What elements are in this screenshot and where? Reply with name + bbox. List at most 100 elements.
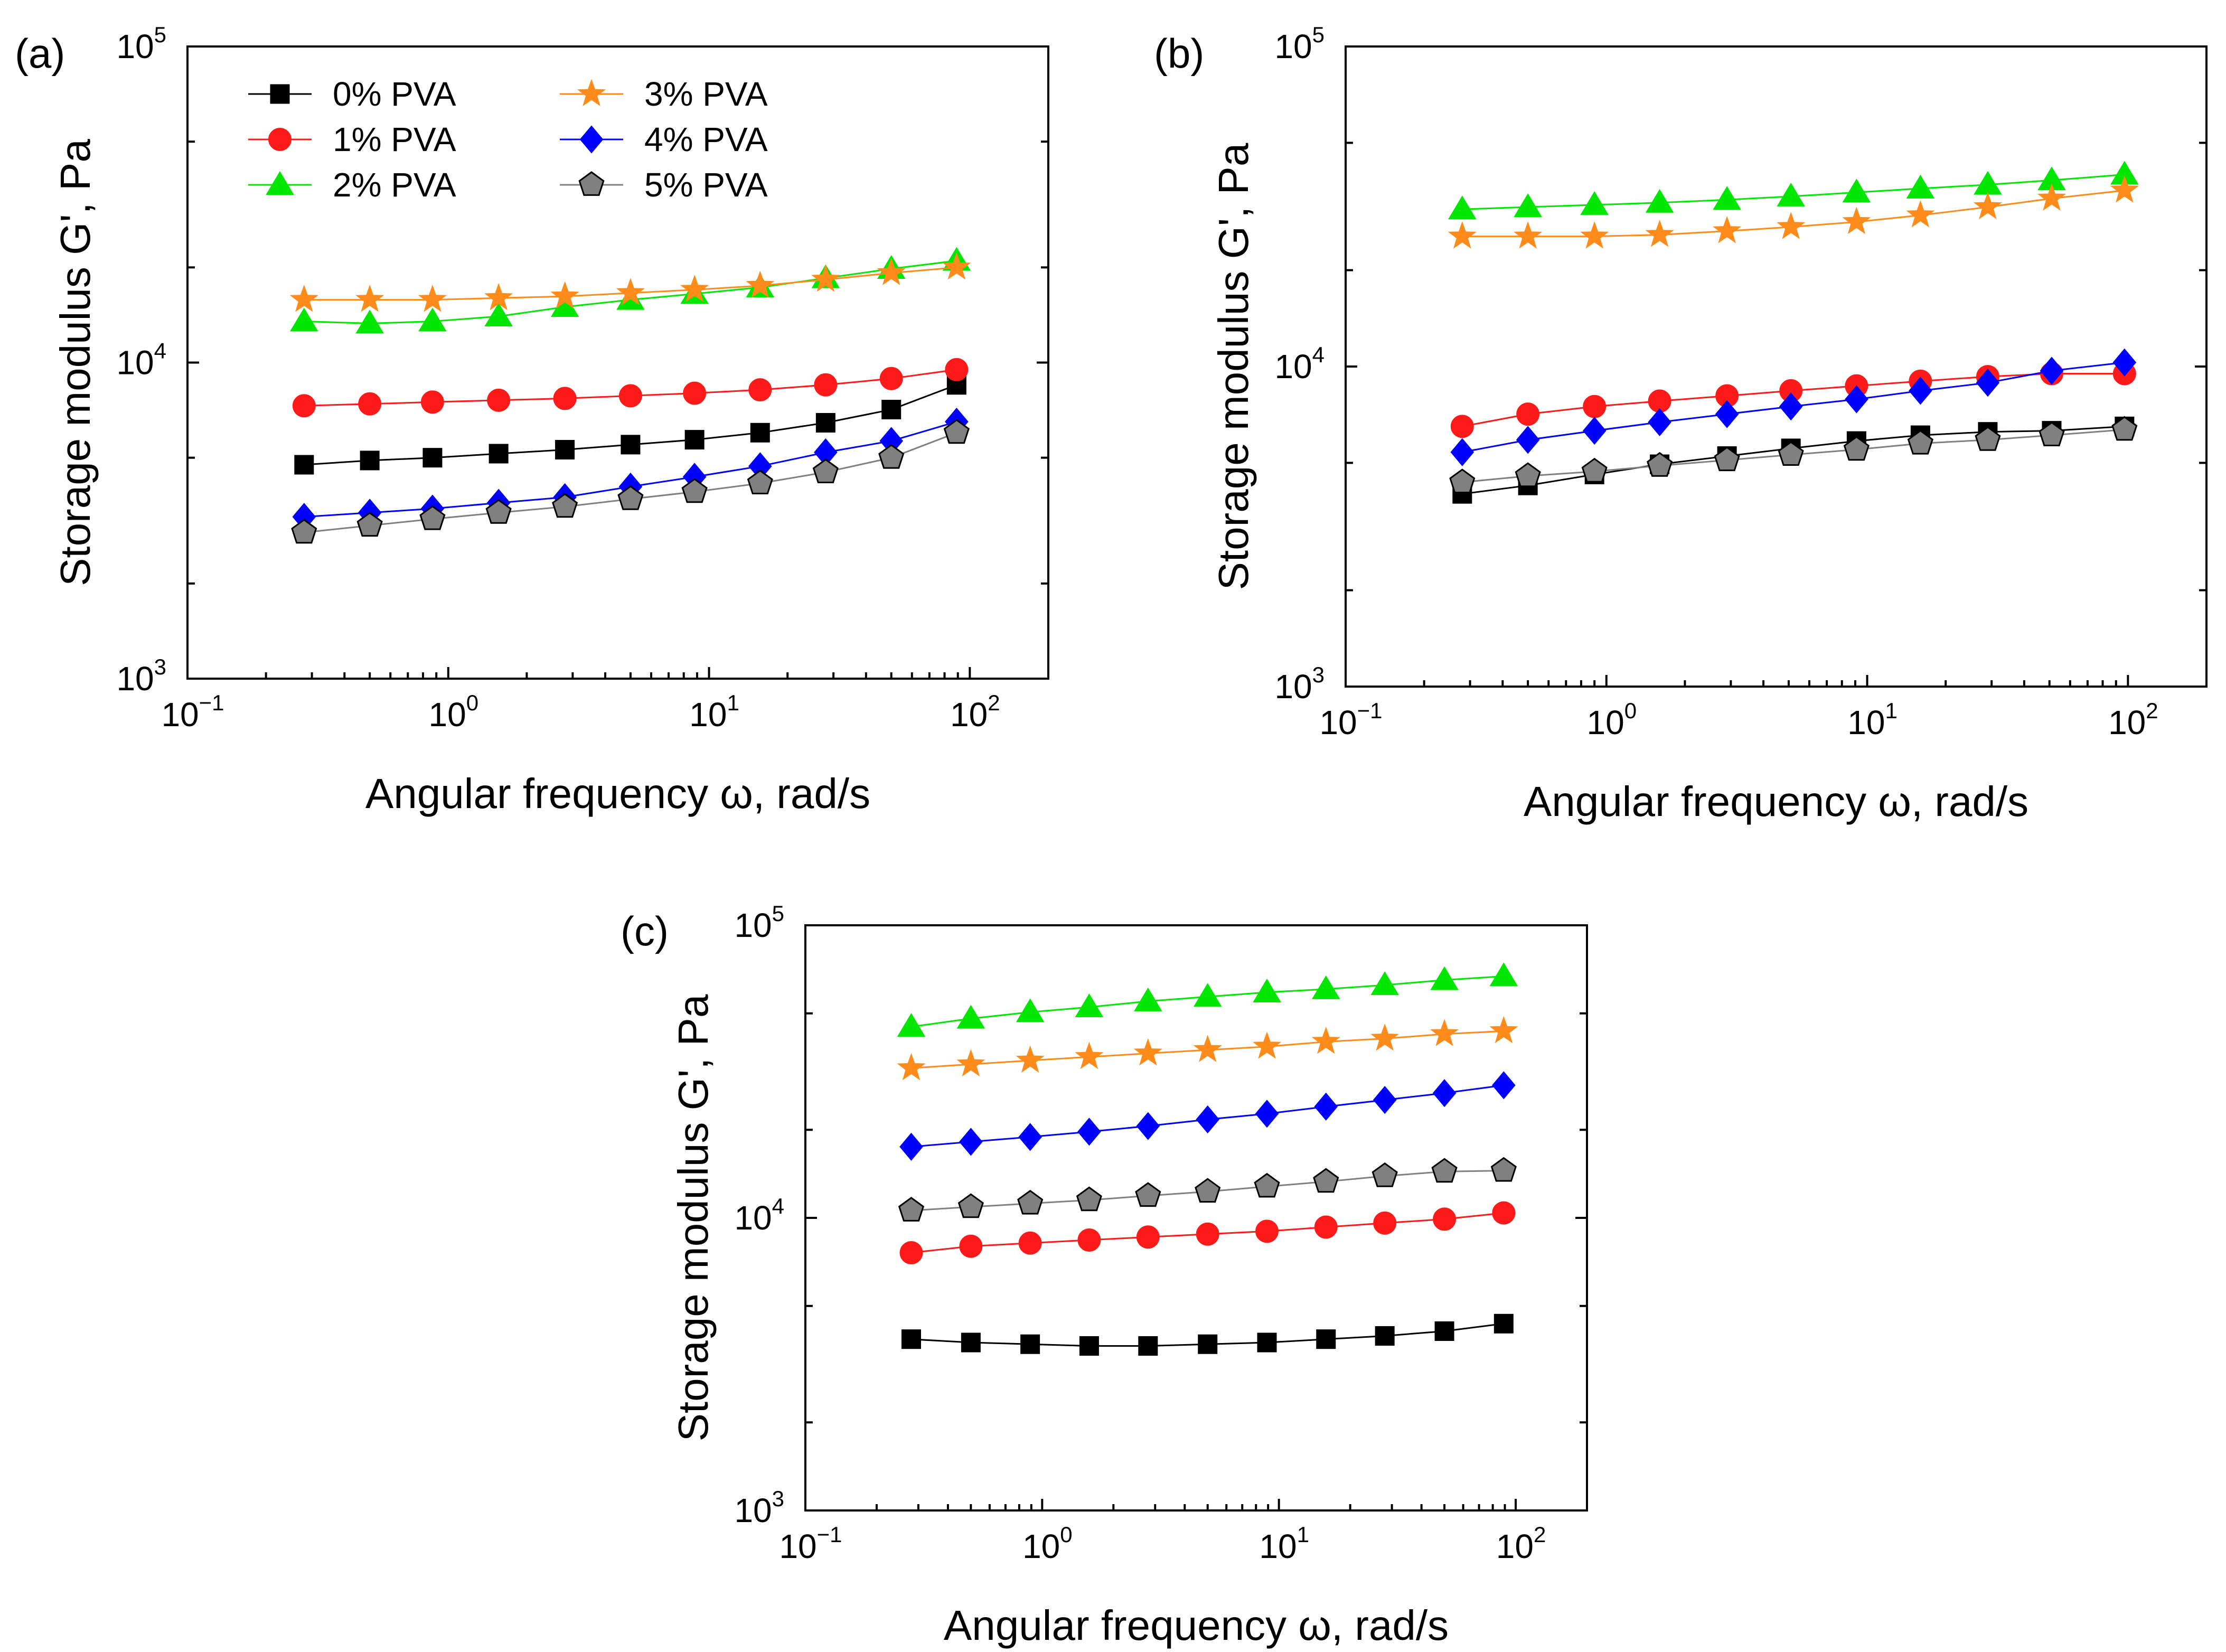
- panel-c-series-5-pva: [898, 1157, 1517, 1222]
- panel-a-point-2-pva: [484, 303, 513, 327]
- panel-b-point-4-pva: [2040, 356, 2064, 385]
- panel-a-point-1-pva: [945, 358, 969, 381]
- panel-a-point-5-pva: [878, 444, 905, 469]
- panel-a-legend-label-3-pva: 3% PVA: [644, 75, 768, 113]
- panel-c-point-0-pva: [1434, 1321, 1454, 1341]
- panel-c-point-0-pva: [1020, 1334, 1040, 1354]
- panel-c-point-5-pva: [1135, 1182, 1161, 1207]
- panel-c-point-4-pva: [1432, 1079, 1457, 1107]
- panel-b-point-3-pva: [1645, 220, 1674, 247]
- panel-c-point-4-pva: [1136, 1112, 1160, 1140]
- panel-c-series-2-pva: [897, 962, 1518, 1037]
- panel-a-point-3-pva: [811, 264, 840, 292]
- panel-b-plot-frame: [1345, 45, 2208, 688]
- panel-b-point-1-pva: [1516, 402, 1540, 426]
- panel-a-point-3-pva: [680, 275, 709, 302]
- panel-c-point-3-pva: [1370, 1024, 1400, 1051]
- panel-b-series-3-pva: [1448, 175, 2139, 249]
- panel-c-point-3-pva: [1252, 1031, 1282, 1059]
- panel-a-point-0-pva: [881, 400, 901, 420]
- panel-c-point-1-pva: [1314, 1215, 1338, 1239]
- panel-b-point-4-pva: [1845, 385, 1868, 414]
- panel-c-point-1-pva: [1077, 1228, 1101, 1252]
- panel-a-x-tick-label: 100: [429, 690, 479, 734]
- panel-a-point-0-pva: [489, 444, 509, 464]
- panel-a-point-5-pva: [812, 458, 839, 483]
- panel-b-x-tick-label: 10−1: [1319, 698, 1382, 741]
- panel-b-point-3-pva: [1448, 221, 1477, 249]
- panel-a-y-tick-label: 103: [116, 654, 166, 698]
- panel-b-y-tick-label: 104: [1274, 342, 1325, 386]
- panel-b: 10−1 100 101 102 103 104 105 Angular frequency …: [1154, 22, 2208, 825]
- panel-a-point-2-pva: [418, 307, 447, 332]
- panel-a-legend-label-0-pva: 0% PVA: [333, 75, 456, 113]
- panel-a-point-1-pva: [879, 367, 903, 390]
- panel-c-point-2-pva: [1253, 978, 1281, 1002]
- panel-c-point-0-pva: [1375, 1326, 1395, 1346]
- panel-a-point-5-pva: [485, 499, 512, 524]
- panel-c-point-3-pva: [1133, 1038, 1162, 1066]
- panel-a-point-3-pva: [877, 258, 906, 286]
- panel-b-point-4-pva: [1648, 408, 1671, 436]
- panel-a-point-1-pva: [814, 373, 838, 397]
- panel-a-legend-marker-3-pva: [577, 79, 606, 106]
- panel-c-point-5-pva: [1372, 1162, 1398, 1187]
- panel-c-point-3-pva: [897, 1053, 926, 1081]
- panel-a-point-5-pva: [943, 419, 970, 444]
- panel-b-point-5-pva: [1515, 462, 1541, 487]
- panel-c-point-2-pva: [1134, 987, 1162, 1011]
- panel-b-point-4-pva: [1909, 377, 1932, 405]
- panel-a-y-tick-label: 105: [116, 22, 166, 65]
- panel-a-point-5-pva: [617, 485, 644, 510]
- panel-c-point-1-pva: [1255, 1219, 1279, 1243]
- panel-c-point-1-pva: [1433, 1207, 1457, 1231]
- panel-b-point-2-pva: [1974, 171, 2002, 195]
- panel-c-y-tick-label: 103: [734, 1486, 784, 1529]
- panel-c-point-4-pva: [1077, 1118, 1101, 1146]
- panel-b-point-3-pva: [1712, 216, 1742, 243]
- panel-a-legend-marker-2-pva: [266, 171, 294, 195]
- panel-c-point-1-pva: [959, 1234, 983, 1258]
- panel-c-point-0-pva: [1494, 1313, 1514, 1334]
- panel-b-point-3-pva: [1514, 221, 1543, 249]
- panel-a-point-3-pva: [418, 285, 447, 312]
- panel-a-point-1-pva: [748, 378, 772, 402]
- panel-c-label: (c): [621, 908, 669, 954]
- panel-a-legend-label-2-pva: 2% PVA: [333, 166, 456, 204]
- panel-b-y-tick-label: 105: [1274, 22, 1325, 65]
- panel-b-point-5-pva: [1647, 452, 1673, 477]
- panel-b-x-tick-label: 102: [2108, 698, 2158, 741]
- panel-c-point-5-pva: [898, 1197, 925, 1222]
- panel-c-point-0-pva: [1138, 1336, 1158, 1356]
- panel-a-point-0-pva: [684, 430, 705, 450]
- panel-c-point-5-pva: [957, 1193, 984, 1218]
- panel-a-point-3-pva: [746, 270, 775, 298]
- panel-a: 10−1 100 101 102 103 104 105 Angular frequency …: [15, 22, 1049, 817]
- panel-b-x-tick-label: 100: [1587, 698, 1637, 741]
- panel-b-y-axis-title: Storage modulus G', Pa: [1210, 143, 1257, 590]
- panel-b-point-1-pva: [1583, 395, 1607, 418]
- panel-a-point-0-pva: [294, 455, 314, 475]
- panel-b-point-5-pva: [1778, 441, 1804, 466]
- panel-a-legend-label-1-pva: 1% PVA: [333, 120, 456, 158]
- panel-a-legend-marker-5-pva: [578, 171, 605, 196]
- panel-c-point-0-pva: [1079, 1336, 1099, 1356]
- panel-c-point-2-pva: [897, 1013, 926, 1037]
- panel-a-legend-marker-0-pva: [270, 84, 290, 104]
- panel-c-point-0-pva: [1198, 1334, 1218, 1354]
- panel-c-point-3-pva: [1016, 1045, 1045, 1073]
- panel-b-point-3-pva: [1842, 207, 1871, 234]
- panel-a-point-3-pva: [289, 285, 318, 312]
- panel-c-point-5-pva: [1076, 1186, 1102, 1212]
- panel-c-series-1-pva: [899, 1201, 1516, 1265]
- panel-c-series-4-pva: [899, 1071, 1516, 1161]
- panel-a-point-5-pva: [681, 478, 708, 503]
- panel-b-point-2-pva: [1448, 195, 1477, 220]
- panel-a-point-0-pva: [815, 412, 835, 433]
- panel-a-point-1-pva: [618, 384, 642, 408]
- panel-c-point-2-pva: [1311, 975, 1340, 999]
- panel-a-point-1-pva: [553, 387, 577, 410]
- panel-b-point-4-pva: [1779, 392, 1803, 421]
- panel-c-point-2-pva: [1016, 998, 1045, 1022]
- panel-c-plot-frame: [804, 924, 1588, 1512]
